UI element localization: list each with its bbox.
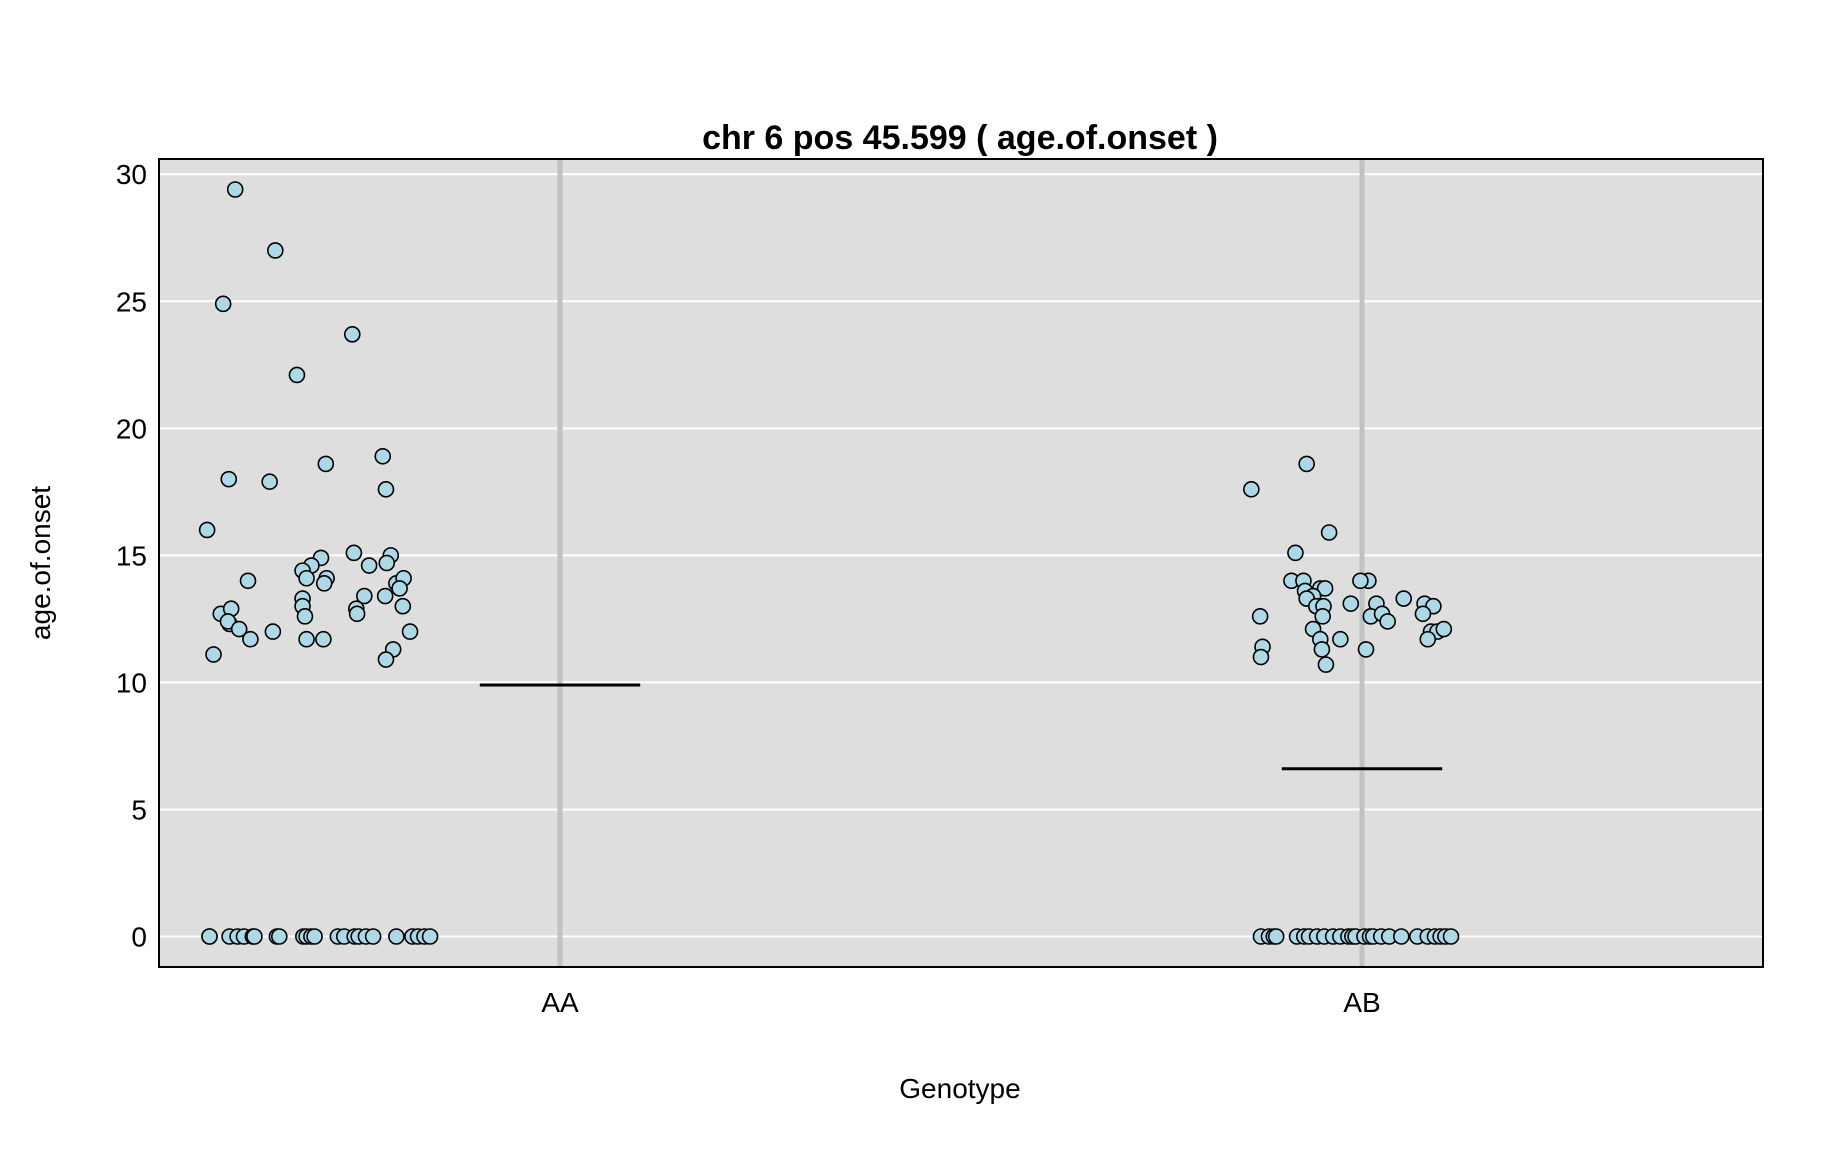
point-AB-32 [1419,630,1437,648]
point-AA-3 [288,366,306,384]
x-tick-label-AB: AB [1343,987,1380,1018]
point-AA-45 [377,651,395,668]
point-AB-7 [1352,572,1369,590]
point-AA-6 [220,470,238,488]
point-AA-31 [348,605,366,623]
point-AA-13 [378,554,396,572]
y-tick-labels: 0 5 10 15 20 25 30 [116,159,147,952]
point-AA-18 [298,569,315,587]
y-tick-label-0: 0 [131,922,147,953]
point-AB-37 [1317,656,1335,673]
point-AB-10 [1316,580,1334,597]
point-AA-5 [198,521,216,539]
point-AB-34 [1313,641,1331,658]
point-AA-29 [394,597,412,615]
x-tick-labels: AA AB [541,987,1380,1018]
point-AA-37 [296,608,314,625]
point-AB-15 [1342,595,1360,612]
y-tick-label-6: 30 [116,159,147,190]
grid-lines [159,173,1763,938]
y-tick-label-2: 10 [116,667,147,698]
point-AB-21 [1314,608,1332,625]
data-points [198,181,1460,945]
point-AA-0 [226,181,244,198]
chart-title: chr 6 pos 45.599 ( age.of.onset ) [702,119,1218,157]
category-lines [557,159,1365,967]
point-AB-31 [1332,630,1349,648]
y-tick-label-1: 5 [131,794,147,825]
point-AA-4 [343,326,361,343]
y-axis-label: age.of.onset [25,486,56,640]
point-AA-54 [270,928,288,945]
point-AB-57 [1392,928,1410,945]
point-AA-1 [214,295,232,313]
point-AA-10 [377,481,395,498]
point-AA-42 [315,630,332,648]
point-AB-24 [1379,613,1396,630]
x-axis-label: Genotype [899,1073,1020,1104]
plot-border [158,158,1764,968]
point-AA-47 [201,928,218,945]
point-AB-35 [1357,641,1375,658]
point-AA-24 [391,580,408,597]
point-AA-9 [374,447,392,465]
point-AA-2 [266,242,284,259]
point-AB-25 [1414,605,1432,623]
point-AA-38 [264,623,282,640]
point-AA-58 [306,928,323,945]
point-AA-39 [401,623,419,640]
point-AB-36 [1252,648,1270,666]
point-AB-41 [1267,928,1285,945]
point-AA-65 [388,928,405,945]
point-AB-1 [1298,455,1315,473]
point-AA-36 [230,620,248,638]
point-AA-41 [298,630,315,648]
point-AA-7 [261,473,278,490]
y-tick-label-4: 20 [116,413,147,444]
point-AA-69 [421,928,439,945]
point-AA-26 [356,587,373,605]
point-AA-14 [360,557,378,574]
plot-panel [158,158,1764,968]
point-AA-11 [345,544,363,562]
point-AA-8 [317,455,335,473]
point-AA-52 [246,928,263,945]
point-AA-40 [242,630,259,648]
point-AA-64 [364,928,382,945]
point-AB-17 [1395,590,1413,607]
point-AB-0 [1243,481,1260,498]
point-AB-2 [1287,544,1304,562]
point-AA-25 [376,587,394,605]
point-AB-63 [1442,928,1460,945]
point-AB-3 [1320,524,1338,541]
y-tick-label-3: 15 [116,540,147,571]
mean-lines [479,683,1443,771]
point-AA-21 [239,572,257,590]
x-tick-label-AA: AA [541,987,579,1018]
point-AA-35 [219,613,237,630]
point-AB-29 [1435,620,1453,638]
point-AA-43 [205,646,222,663]
point-AB-20 [1251,608,1269,625]
y-tick-label-5: 25 [116,286,147,317]
plot-background [159,159,1763,967]
point-AA-20 [315,575,333,592]
